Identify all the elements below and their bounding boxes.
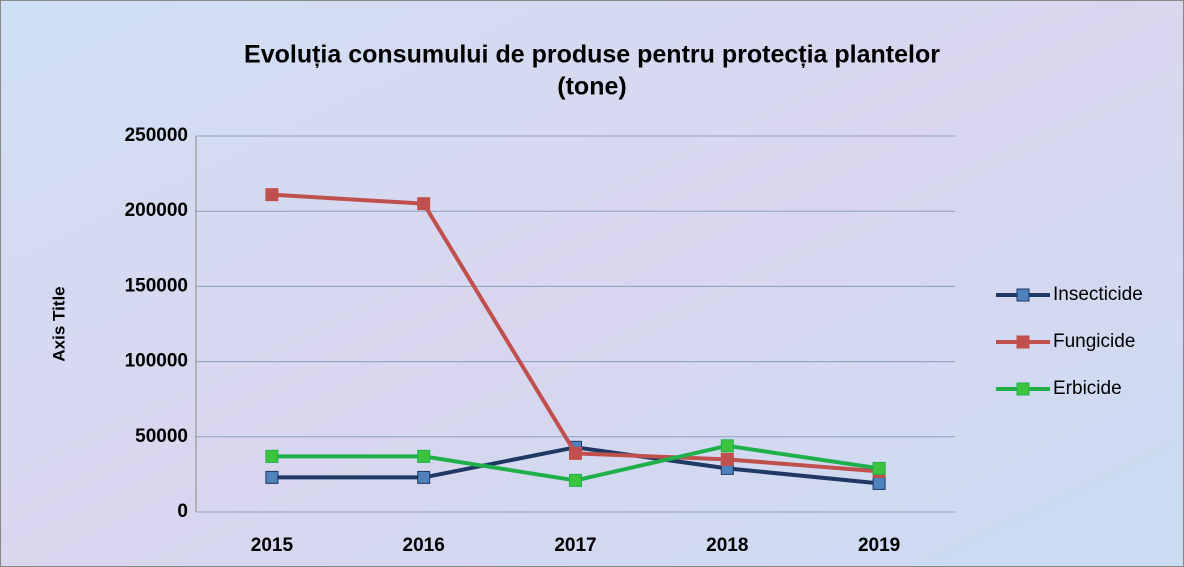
x-tick-label: 2017	[554, 535, 596, 556]
y-tick-label: 200000	[125, 200, 188, 221]
marker	[417, 470, 431, 484]
chart-title: Evoluția consumului de produse pentru pr…	[244, 41, 940, 69]
y-tick-label: 100000	[125, 351, 188, 372]
legend-label: Insecticide	[1053, 284, 1143, 305]
marker	[720, 452, 734, 466]
legend-label: Erbicide	[1053, 378, 1122, 399]
y-axis-title: Axis Title	[49, 286, 68, 361]
marker	[720, 439, 734, 453]
marker	[872, 461, 886, 475]
marker	[265, 188, 279, 202]
marker	[265, 449, 279, 463]
legend-marker	[1016, 288, 1030, 302]
y-tick-label: 150000	[125, 275, 188, 296]
legend-marker	[1016, 335, 1030, 349]
x-tick-label: 2015	[251, 535, 294, 556]
x-tick-label: 2019	[858, 535, 900, 556]
marker	[569, 446, 582, 460]
marker	[265, 470, 279, 484]
marker	[417, 449, 431, 463]
y-tick-label: 50000	[135, 426, 188, 447]
legend-label: Fungicide	[1053, 331, 1135, 352]
marker	[872, 476, 886, 490]
marker	[417, 197, 431, 211]
chart-title: (tone)	[557, 73, 626, 101]
y-tick-label: 0	[177, 501, 188, 522]
marker	[569, 473, 582, 487]
legend-marker	[1016, 382, 1030, 396]
x-tick-label: 2018	[706, 535, 748, 556]
y-tick-label: 250000	[125, 125, 188, 146]
x-tick-label: 2016	[403, 535, 445, 556]
